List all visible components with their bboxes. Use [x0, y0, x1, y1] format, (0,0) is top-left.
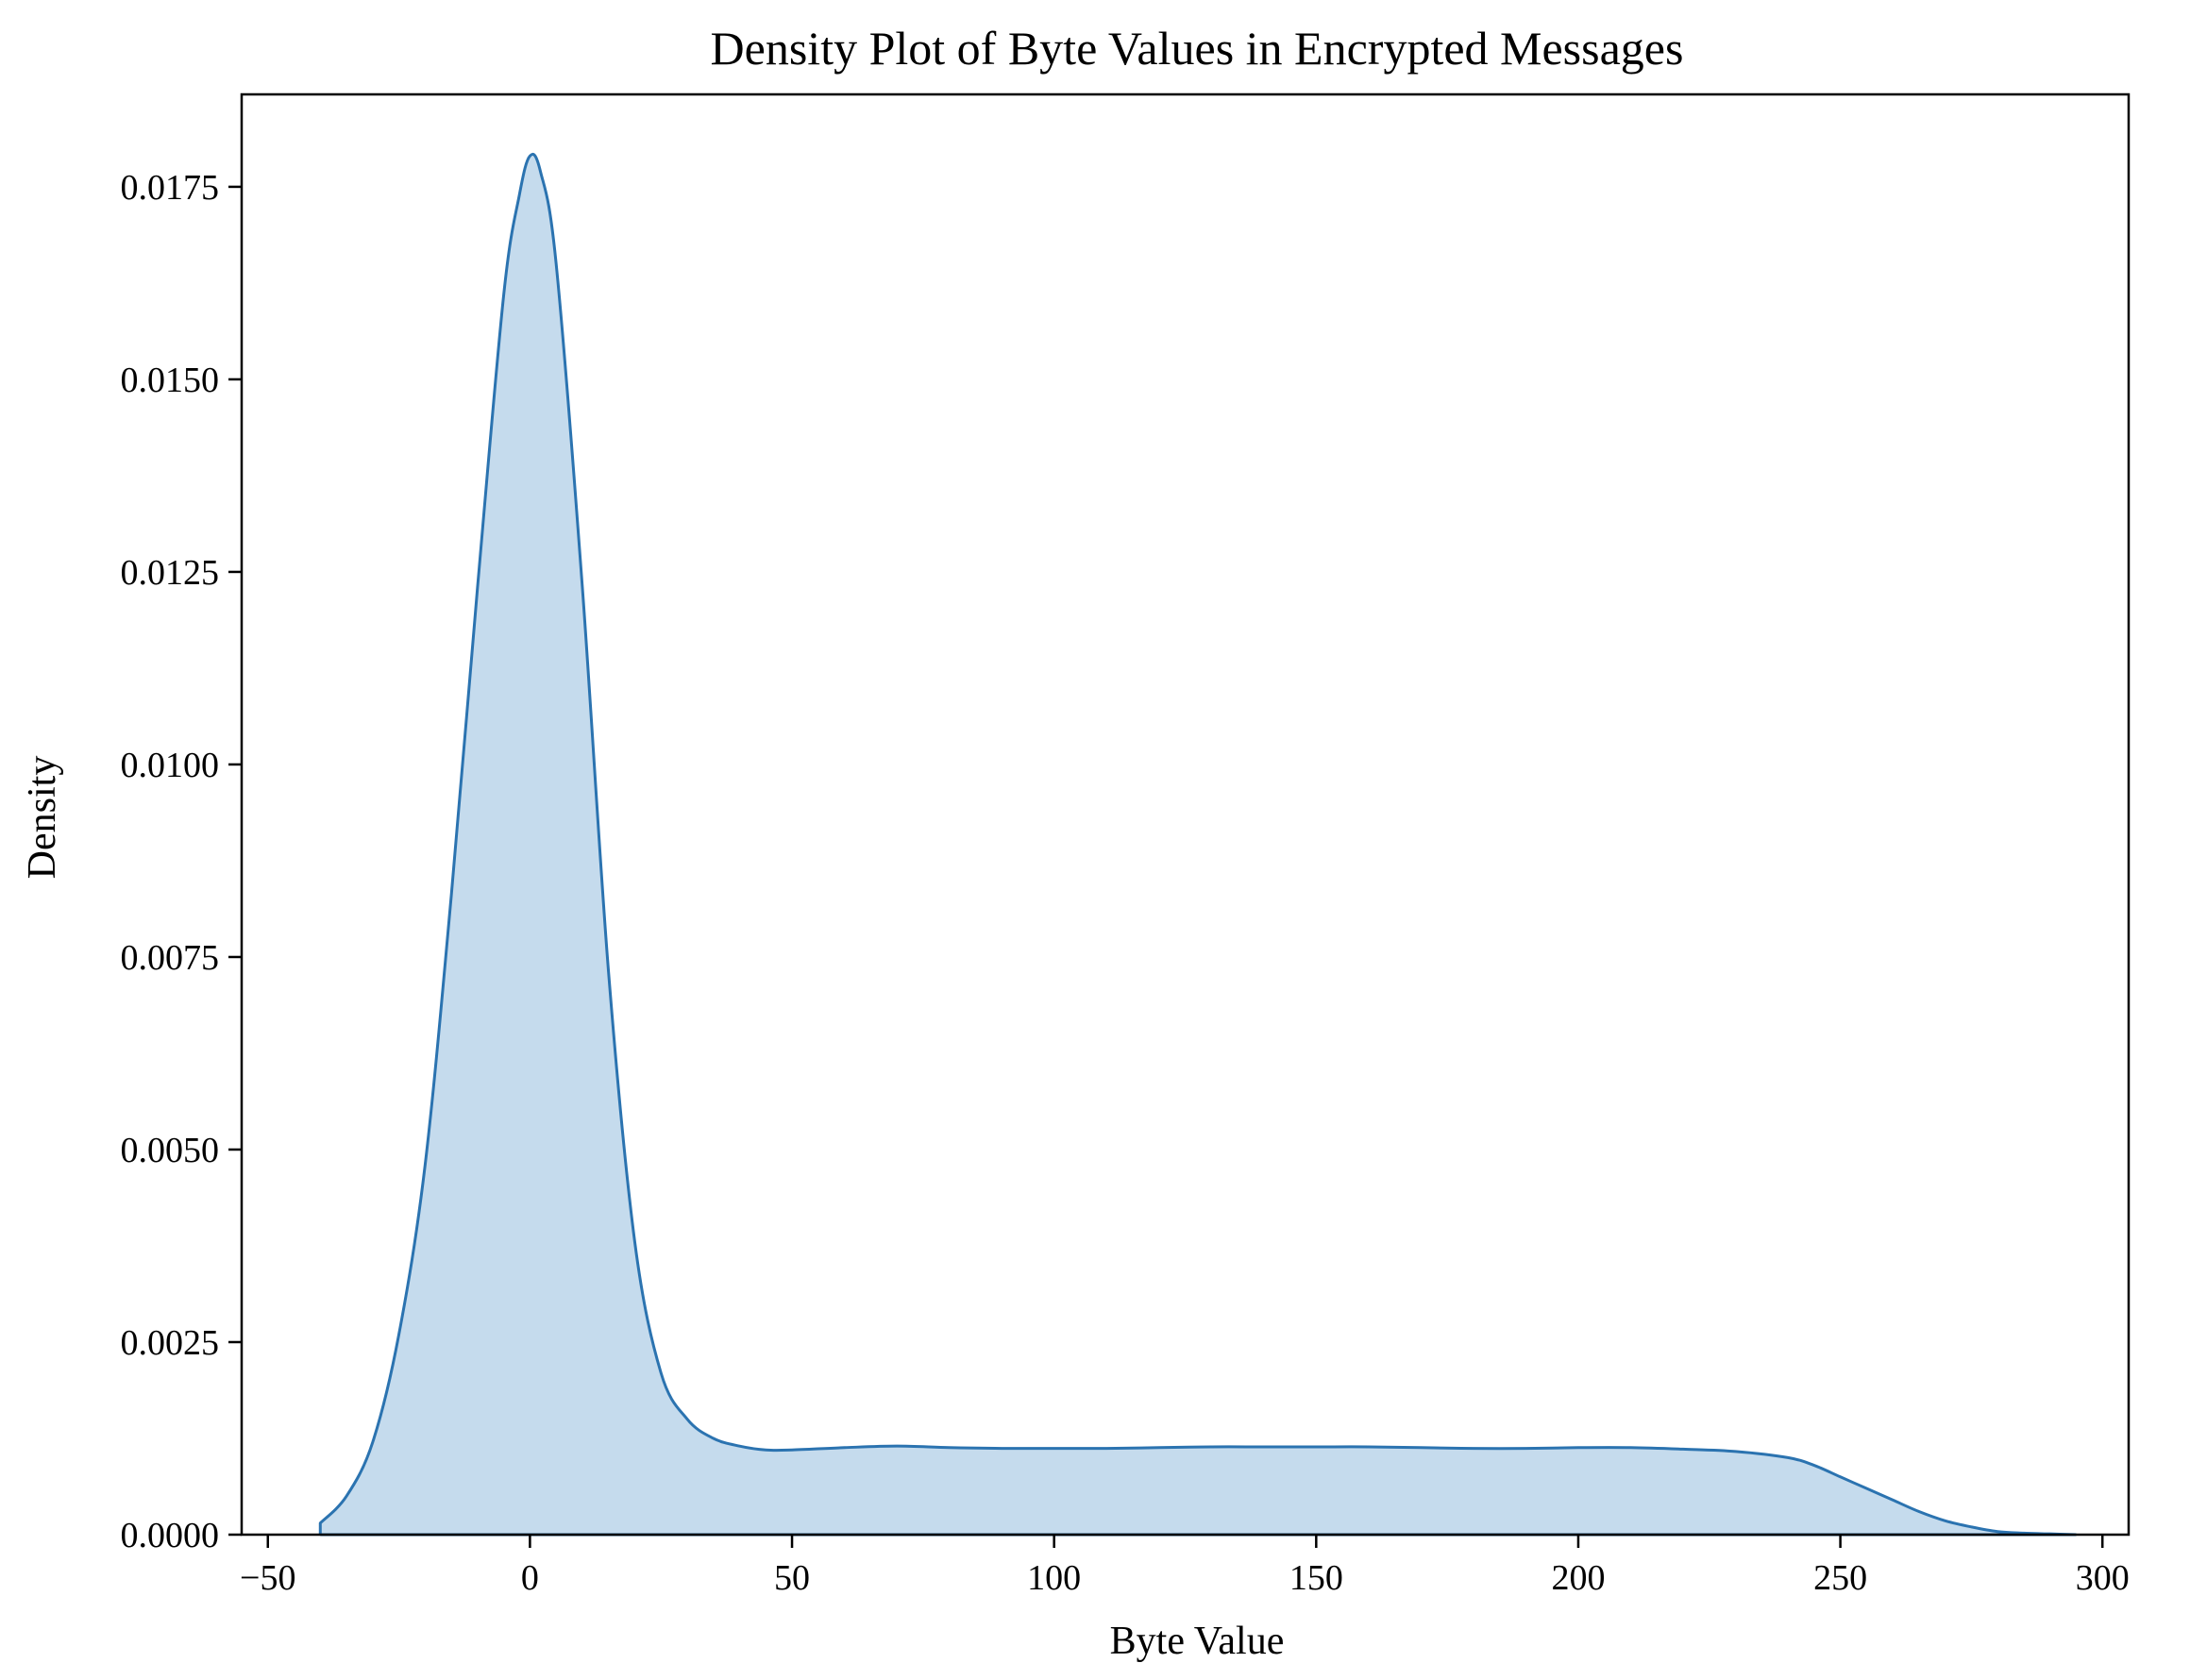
y-axis-ticks: 0.0000 0.0025 0.0050 0.0075 0.0100 0.0125 0.01… [121, 168, 242, 1555]
density-area-fill [320, 154, 2077, 1535]
x-tick-label: 250 [1813, 1558, 1867, 1598]
x-tick-label: 200 [1551, 1558, 1605, 1598]
y-tick-label: 0.0075 [121, 938, 220, 978]
y-tick-label: 0.0025 [121, 1323, 220, 1363]
x-tick-label: 100 [1027, 1558, 1081, 1598]
axes-frame [240, 92, 2131, 1537]
y-tick-label: 0.0125 [121, 553, 220, 593]
x-axis-label: Byte Value [1110, 1620, 1285, 1663]
y-tick-label: 0.0100 [121, 746, 220, 785]
y-tick-label: 0.0150 [121, 361, 220, 400]
plot-area [318, 152, 2077, 1537]
x-tick-label: 150 [1289, 1558, 1343, 1598]
x-tick-label: 50 [774, 1558, 810, 1598]
x-tick-label: 0 [521, 1558, 539, 1598]
y-axis-label: Density [21, 756, 64, 880]
x-axis-ticks: −50 0 50 100 150 200 250 300 [240, 1535, 2130, 1598]
x-tick-label: −50 [240, 1558, 295, 1598]
y-tick-label: 0.0000 [121, 1516, 220, 1555]
x-tick-label: 300 [2076, 1558, 2130, 1598]
y-tick-label: 0.0175 [121, 168, 220, 208]
chart-title: Density Plot of Byte Values in Encrypted… [711, 22, 1684, 75]
y-tick-label: 0.0050 [121, 1131, 220, 1170]
density-curve-line [318, 152, 2077, 1537]
